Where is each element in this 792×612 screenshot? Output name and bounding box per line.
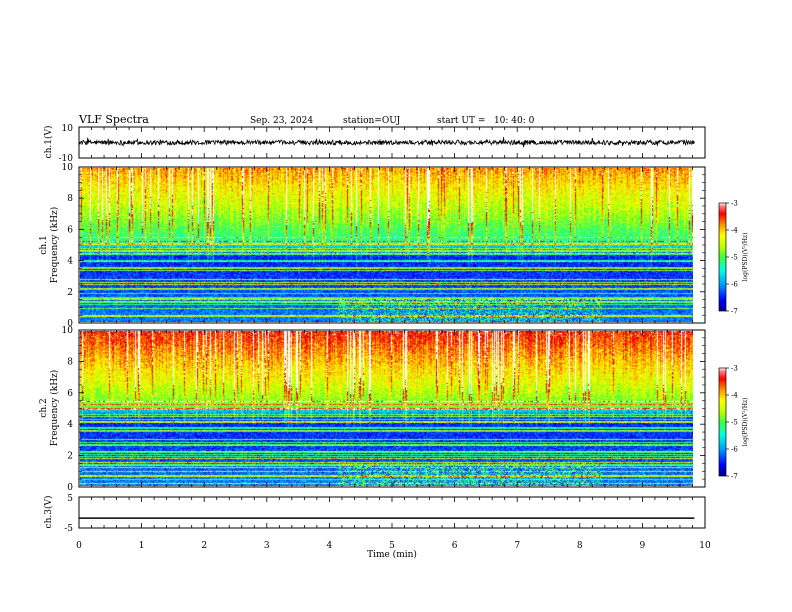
frequency-tick-label: 0 <box>67 483 73 493</box>
ch1-spectrogram-ylabel-frequency: Frequency (kHz) <box>49 207 60 284</box>
frequency-tick-label: 4 <box>67 257 73 267</box>
frequency-tick-label: 8 <box>67 357 73 367</box>
frequency-tick-label: 10 <box>62 163 74 173</box>
frequency-tick-label: 6 <box>67 225 73 235</box>
ch1-spectrogram-image <box>80 168 693 322</box>
ch1-spectrogram-panel: 0 2 4 6 8 10 ch.1 Frequency (kHz) <box>39 163 706 329</box>
ch1-colorbar-gradient <box>718 202 727 312</box>
frequency-tick-label: 6 <box>67 389 73 399</box>
ch1-spectrogram-yticks: 0 2 4 6 8 10 <box>62 163 705 329</box>
time-axis-tick-labels: 0 1 2 3 4 5 6 7 8 9 10 <box>76 541 711 551</box>
ch2-spectrogram-ylabel-frequency: Frequency (kHz) <box>49 370 60 447</box>
ch2-colorbar: -3 -4 -5 -6 -7 log(PSD)(V²/Hz) <box>718 365 749 481</box>
ch3-waveform-panel: 5 -5 ch.3(V) <box>43 494 706 534</box>
time-tick-label: 0 <box>76 541 82 551</box>
ch1-colorbar-ticks: -3 -4 -5 -6 -7 <box>726 200 738 316</box>
ch1-waveform-xticks <box>78 127 706 158</box>
frequency-tick-label: 2 <box>67 288 73 298</box>
time-tick-label: 5 <box>389 541 395 551</box>
frequency-tick-label: 10 <box>62 326 74 336</box>
colorbar-tick-label: -4 <box>731 227 738 235</box>
ch1-waveform-ylabel: ch.1(V) <box>43 126 54 159</box>
colorbar-tick-label: -3 <box>731 200 738 208</box>
ch1-waveform-panel: 10 -10 ch.1(V) <box>43 124 706 164</box>
start-ut-label: start UT = 10: 40: 0 <box>437 116 535 126</box>
frequency-tick-label: 8 <box>67 194 73 204</box>
ch3-waveform-ylabel: ch.3(V) <box>43 496 54 529</box>
ch2-colorbar-label: log(PSD)(V²/Hz) <box>742 398 749 447</box>
ch1-waveform-trace <box>78 137 695 148</box>
frequency-tick-label: 2 <box>67 452 73 462</box>
ch3-ytick-bottom: -5 <box>64 524 73 534</box>
time-tick-label: 8 <box>577 541 583 551</box>
frequency-tick-label: 4 <box>67 420 73 430</box>
ch1-ytick-top: 10 <box>62 124 74 134</box>
time-tick-label: 10 <box>699 541 711 551</box>
ch1-ytick-bottom: -10 <box>59 154 74 164</box>
ch2-spectrogram-yticks: 0 2 4 6 8 10 <box>62 326 705 493</box>
figure-title: VLF Spectra <box>78 113 149 126</box>
colorbar-tick-label: -3 <box>731 365 738 373</box>
colorbar-tick-label: -5 <box>731 254 738 262</box>
date-label: Sep. 23, 2024 <box>250 116 313 126</box>
ch2-colorbar-ticks: -3 -4 -5 -6 -7 <box>726 365 738 481</box>
ch2-spectrogram-ylabel-channel: ch.2 <box>39 398 49 417</box>
colorbar-tick-label: -4 <box>731 392 738 400</box>
colorbar-tick-label: -7 <box>731 308 738 316</box>
time-tick-label: 9 <box>640 541 646 551</box>
time-tick-label: 1 <box>139 541 145 551</box>
ch1-spectrogram-xticks <box>78 167 706 323</box>
ch2-spectrogram-image <box>80 331 693 486</box>
station-label: station=OUJ <box>343 116 401 126</box>
colorbar-tick-label: -5 <box>731 419 738 427</box>
time-tick-label: 2 <box>201 541 207 551</box>
colorbar-tick-label: -7 <box>731 473 738 481</box>
time-tick-label: 3 <box>264 541 270 551</box>
ch1-colorbar: -3 -4 -5 -6 -7 log(PSD)(V²/Hz) <box>718 200 749 316</box>
ch1-colorbar-label: log(PSD)(V²/Hz) <box>742 233 749 282</box>
ch2-colorbar-gradient <box>718 367 727 477</box>
ch2-spectrogram-panel: 0 2 4 6 8 10 ch.2 Frequency (kHz) <box>39 326 706 493</box>
frequency-tick-label: 0 <box>67 319 73 329</box>
ch1-spectrogram-ylabel-channel: ch.1 <box>39 235 49 254</box>
time-axis-label: Time (min) <box>367 549 417 560</box>
ch3-waveform-xticks <box>78 497 706 528</box>
colorbar-tick-label: -6 <box>731 446 738 454</box>
colorbar-tick-label: -6 <box>731 281 738 289</box>
ch2-spectrogram-xticks <box>78 330 706 487</box>
time-tick-label: 4 <box>327 541 333 551</box>
time-tick-label: 7 <box>514 541 520 551</box>
ch3-ytick-top: 5 <box>67 494 73 504</box>
time-tick-label: 6 <box>452 541 458 551</box>
